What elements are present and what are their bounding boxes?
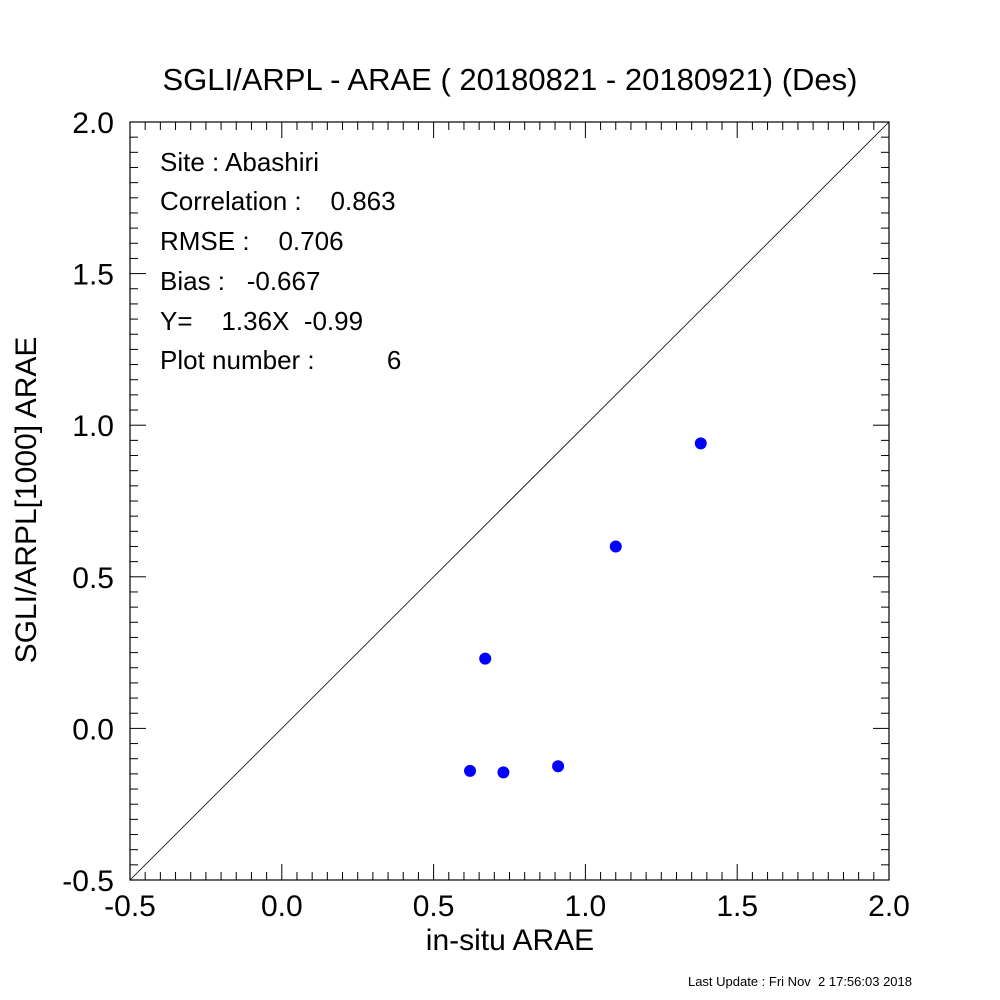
last-update: Last Update : Fri Nov 2 17:56:03 2018	[688, 974, 912, 989]
data-point	[552, 760, 565, 773]
x-axis-label: in-situ ARAE	[426, 924, 594, 957]
x-tick-label: 0.0	[261, 890, 303, 923]
data-point	[497, 766, 510, 779]
y-tick-label: -0.5	[62, 865, 114, 898]
data-point	[609, 540, 622, 553]
one-to-one-line	[129, 121, 890, 881]
stat-correlation: Correlation : 0.863	[160, 186, 396, 216]
data-point	[694, 437, 707, 450]
stat-rmse: RMSE : 0.706	[160, 226, 344, 256]
y-tick-label: 0.0	[72, 713, 114, 746]
stat-site: Site : Abashiri	[160, 147, 319, 177]
y-tick-label: 1.5	[72, 259, 114, 292]
y-tick-labels: -0.5 0.0 0.5 1.0 1.5 2.0	[62, 107, 114, 898]
minor-ticks	[130, 122, 889, 880]
x-tick-label: 1.0	[565, 890, 607, 923]
x-tick-label: 2.0	[868, 890, 910, 923]
stat-bias: Bias : -0.667	[160, 266, 320, 296]
data-points	[464, 437, 707, 779]
stat-plot-number: Plot number : 6	[160, 345, 401, 375]
y-tick-label: 2.0	[72, 107, 114, 140]
x-tick-labels: -0.5 0.0 0.5 1.0 1.5 2.0	[104, 890, 910, 923]
data-point	[464, 764, 477, 777]
stat-fit: Y= 1.36X -0.99	[160, 306, 363, 336]
x-tick-label: -0.5	[104, 890, 156, 923]
stats-block: Site : Abashiri Correlation : 0.863 RMSE…	[160, 147, 401, 375]
x-tick-label: 1.5	[716, 890, 758, 923]
data-point	[479, 652, 492, 665]
y-axis-label: SGLI/ARPL[1000] ARAE	[10, 337, 43, 664]
major-ticks	[129, 121, 890, 881]
y-tick-label: 0.5	[72, 562, 114, 595]
chart-title: SGLI/ARPL - ARAE ( 20180821 - 20180921) …	[162, 62, 857, 97]
y-tick-label: 1.0	[72, 410, 114, 443]
x-tick-label: 0.5	[413, 890, 455, 923]
